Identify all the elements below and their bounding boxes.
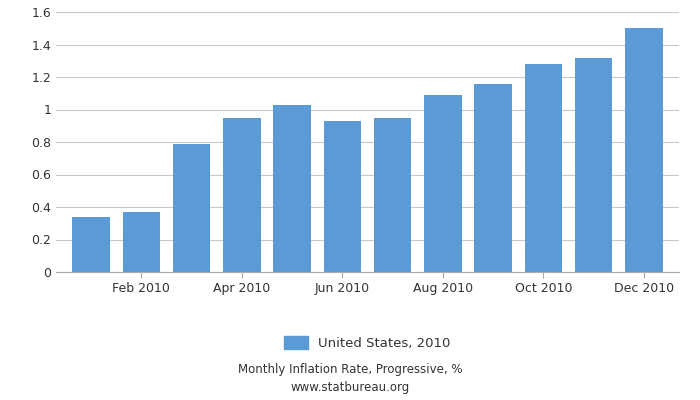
Text: www.statbureau.org: www.statbureau.org [290, 382, 410, 394]
Bar [273, 105, 311, 272]
Bar [122, 212, 160, 272]
Bar [575, 58, 612, 272]
Bar [374, 118, 412, 272]
Bar [173, 144, 211, 272]
Bar [72, 217, 110, 272]
Bar [524, 64, 562, 272]
Bar [424, 95, 462, 272]
Legend: United States, 2010: United States, 2010 [279, 330, 456, 355]
Bar [625, 28, 663, 272]
Bar [323, 121, 361, 272]
Text: Monthly Inflation Rate, Progressive, %: Monthly Inflation Rate, Progressive, % [238, 364, 462, 376]
Bar [223, 118, 260, 272]
Bar [475, 84, 512, 272]
